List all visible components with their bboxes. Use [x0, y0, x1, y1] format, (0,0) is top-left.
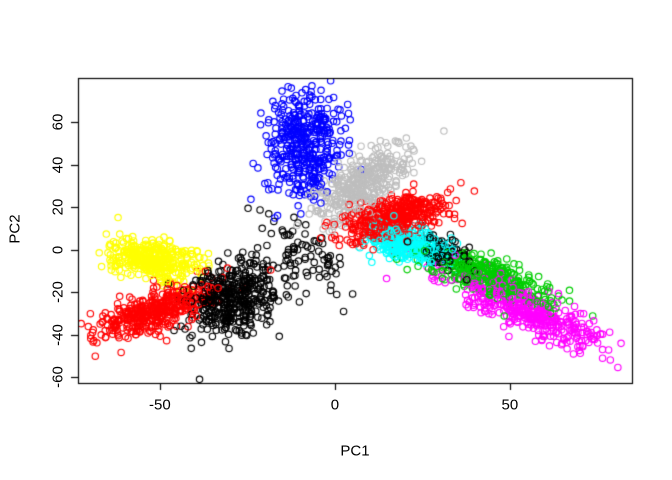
- x-tick-label: -50: [149, 396, 171, 414]
- y-tick-label: 40: [49, 156, 67, 174]
- y-tick-label: 20: [49, 199, 67, 216]
- y-tick-label: -60: [49, 366, 67, 389]
- y-axis-label: PC2: [6, 214, 24, 244]
- x-axis-label: PC1: [340, 442, 370, 460]
- y-tick-label: -20: [49, 281, 67, 304]
- y-tick-label: 0: [49, 245, 67, 255]
- x-tick-label: 50: [501, 396, 519, 414]
- x-tick-label: 0: [330, 396, 340, 414]
- y-tick-label: 60: [49, 114, 67, 131]
- y-tick-label: -40: [49, 324, 67, 346]
